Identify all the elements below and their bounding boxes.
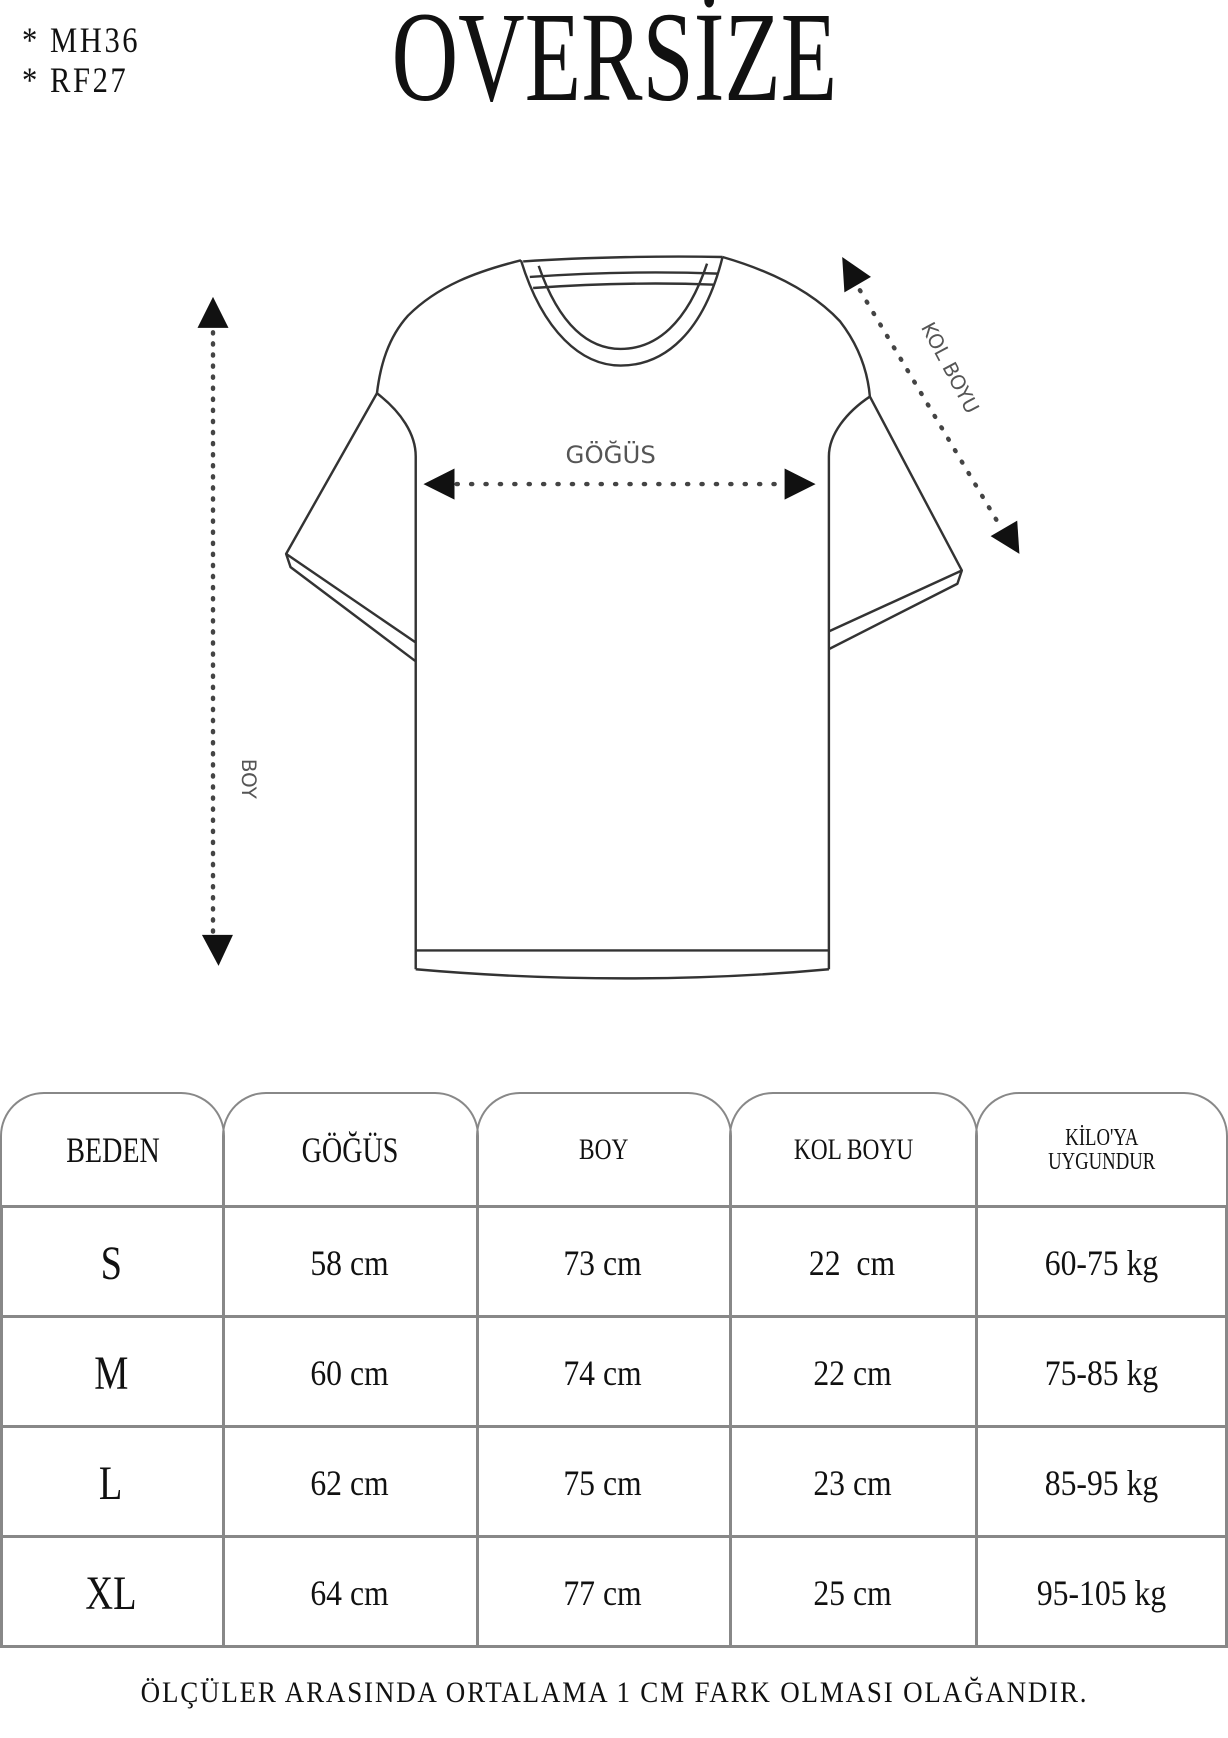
cell-length: 77 cm — [476, 1538, 729, 1648]
footer-note: ÖLÇÜLER ARASINDA ORTALAMA 1 CM FARK OLMA… — [140, 1676, 1088, 1709]
cell-value: 22 cm — [808, 1243, 896, 1283]
product-code: * RF27 — [22, 60, 129, 100]
cell-sleeve: 22 cm — [729, 1318, 975, 1428]
arrow-up-icon — [197, 296, 229, 328]
divider — [222, 1205, 225, 1648]
cell-sleeve: 23 cm — [729, 1428, 975, 1538]
header-sleeve: KOL BOYU — [729, 1092, 978, 1205]
product-code: * MH36 — [22, 20, 141, 60]
cell-value: 95-105 kg — [1036, 1573, 1167, 1613]
header-weight: KİLO'YA UYGUNDUR — [975, 1092, 1228, 1205]
header-length: BOY — [476, 1092, 732, 1205]
cell-size: S — [0, 1208, 222, 1318]
cell-value: S — [100, 1236, 122, 1290]
cell-value: 77 cm — [563, 1573, 642, 1613]
divider — [476, 1205, 479, 1648]
cell-value: 60-75 kg — [1044, 1243, 1159, 1283]
cell-value: 75 cm — [563, 1463, 642, 1503]
divider — [975, 1205, 978, 1648]
cell-size: M — [0, 1318, 222, 1428]
divider — [0, 1205, 3, 1648]
cell-value: 62 cm — [309, 1463, 389, 1503]
cell-weight: 60-75 kg — [975, 1208, 1228, 1318]
cell-value: 25 cm — [812, 1573, 892, 1613]
cell-value: M — [93, 1346, 129, 1400]
cell-chest: 58 cm — [222, 1208, 476, 1318]
cell-value: 60 cm — [309, 1353, 389, 1393]
cell-value: 73 cm — [563, 1243, 642, 1283]
cell-value: L — [99, 1456, 123, 1510]
cell-length: 74 cm — [476, 1318, 729, 1428]
cell-sleeve: 25 cm — [729, 1538, 975, 1648]
divider — [0, 1425, 1228, 1428]
header-chest: GÖĞÜS — [222, 1092, 479, 1205]
tshirt-outline — [284, 255, 964, 980]
cell-value: 22 cm — [812, 1353, 892, 1393]
cell-weight: 95-105 kg — [975, 1538, 1228, 1648]
chest-label: GÖĞÜS — [566, 439, 656, 469]
cell-weight: 85-95 kg — [975, 1428, 1228, 1538]
cell-size: L — [0, 1428, 222, 1538]
arrow-left-icon — [423, 468, 455, 500]
product-codes: * MH36 * RF27 — [22, 20, 161, 100]
length-arrow — [197, 296, 233, 966]
sleeve-label: KOL BOYU — [916, 319, 983, 418]
cell-size: XL — [0, 1538, 222, 1648]
cell-value: 64 cm — [309, 1573, 389, 1613]
divider — [1225, 1205, 1228, 1648]
divider — [729, 1205, 732, 1648]
cell-length: 75 cm — [476, 1428, 729, 1538]
divider — [0, 1535, 1228, 1538]
divider — [0, 1645, 1228, 1648]
length-label: BOY — [237, 759, 260, 800]
sleeve-arrow — [842, 256, 1020, 554]
divider — [0, 1315, 1228, 1318]
cell-value: 58 cm — [309, 1243, 389, 1283]
size-table: BEDEN GÖĞÜS BOY KOL BOYU KİLO'YA UYGUNDU… — [0, 1092, 1228, 1648]
cell-length: 73 cm — [476, 1208, 729, 1318]
cell-chest: 62 cm — [222, 1428, 476, 1538]
arrow-down-icon — [990, 520, 1020, 554]
arrow-up-icon — [842, 256, 871, 293]
divider — [0, 1205, 1228, 1208]
arrow-right-icon — [784, 468, 816, 500]
cell-sleeve: 22 cm — [729, 1208, 975, 1318]
cell-value: XL — [85, 1566, 137, 1620]
page-title: OVERSİZE — [391, 0, 837, 128]
arrow-down-icon — [201, 934, 233, 966]
cell-value: 23 cm — [812, 1463, 892, 1503]
chest-arrow — [423, 468, 816, 500]
cell-chest: 60 cm — [222, 1318, 476, 1428]
header-size: BEDEN — [0, 1092, 225, 1205]
cell-value: 74 cm — [563, 1353, 642, 1393]
cell-value: 75-85 kg — [1044, 1353, 1159, 1393]
cell-weight: 75-85 kg — [975, 1318, 1228, 1428]
cell-chest: 64 cm — [222, 1538, 476, 1648]
cell-value: 85-95 kg — [1044, 1463, 1159, 1503]
